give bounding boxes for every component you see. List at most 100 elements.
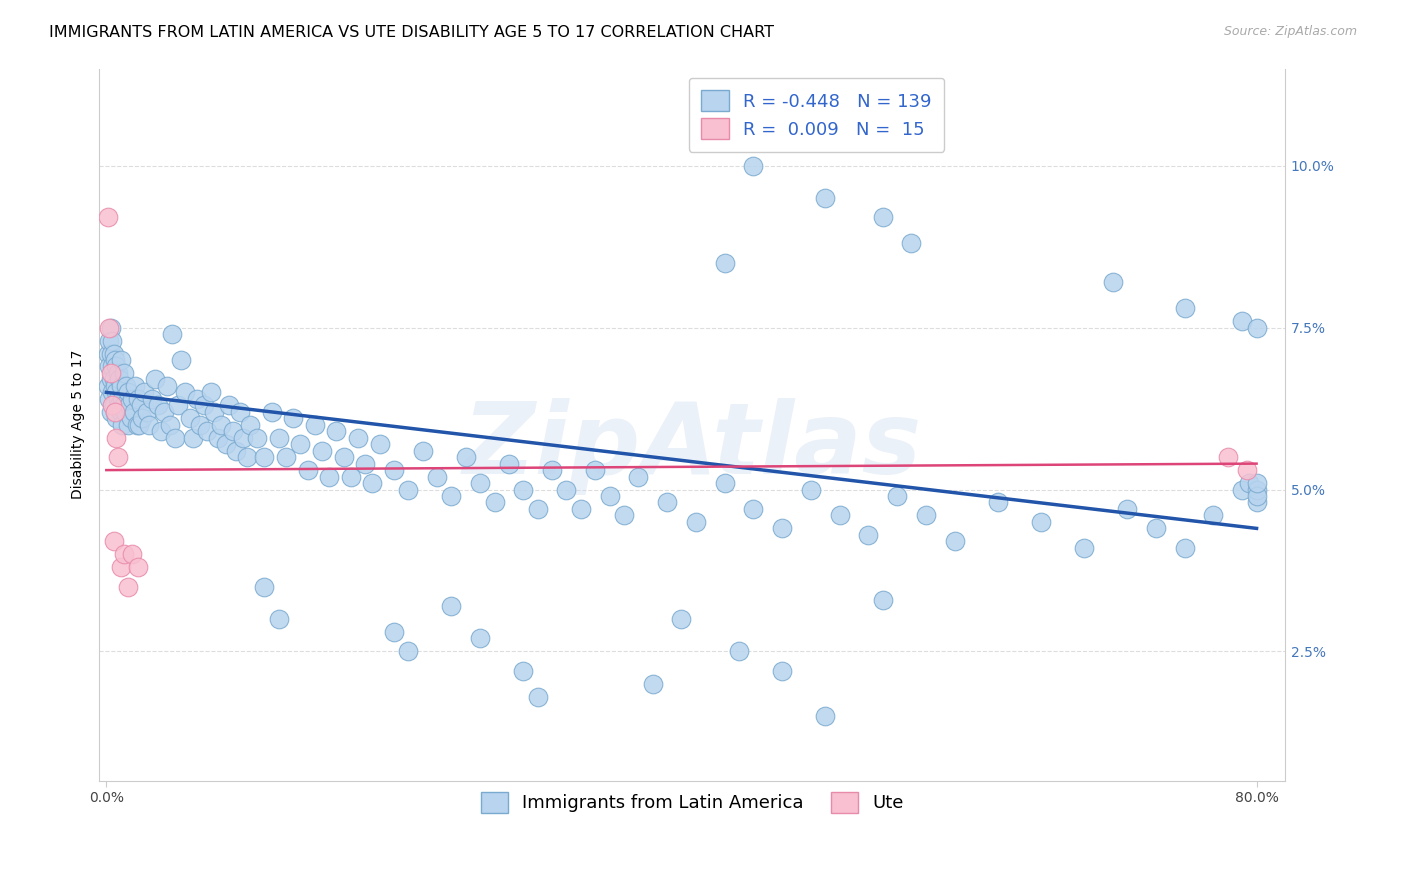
Point xyxy=(127,560,149,574)
Point xyxy=(103,372,125,386)
Point xyxy=(207,431,229,445)
Point xyxy=(915,508,938,523)
Point xyxy=(225,443,247,458)
Point xyxy=(97,346,120,360)
Point xyxy=(121,392,143,406)
Point xyxy=(1216,450,1239,464)
Point xyxy=(382,463,405,477)
Point xyxy=(412,443,434,458)
Point xyxy=(583,463,606,477)
Point xyxy=(770,664,793,678)
Point xyxy=(179,411,201,425)
Point xyxy=(246,431,269,445)
Point xyxy=(107,392,129,406)
Point xyxy=(311,443,333,458)
Point xyxy=(138,417,160,432)
Point xyxy=(103,534,125,549)
Point xyxy=(222,424,245,438)
Point xyxy=(454,450,477,464)
Point xyxy=(143,372,166,386)
Point xyxy=(202,405,225,419)
Point xyxy=(110,560,132,574)
Point xyxy=(131,411,153,425)
Point xyxy=(101,385,124,400)
Point xyxy=(162,327,184,342)
Legend: Immigrants from Latin America, Ute: Immigrants from Latin America, Ute xyxy=(468,780,917,825)
Point xyxy=(98,334,121,348)
Point xyxy=(149,424,172,438)
Point xyxy=(354,457,377,471)
Point xyxy=(613,508,636,523)
Point xyxy=(128,417,150,432)
Point xyxy=(260,405,283,419)
Point xyxy=(174,385,197,400)
Point xyxy=(100,372,122,386)
Point xyxy=(188,417,211,432)
Point xyxy=(253,450,276,464)
Point xyxy=(1246,476,1268,491)
Point xyxy=(368,437,391,451)
Point xyxy=(1230,314,1253,328)
Point xyxy=(108,372,131,386)
Point xyxy=(153,405,176,419)
Point xyxy=(325,424,347,438)
Point xyxy=(1239,476,1261,491)
Point xyxy=(103,346,125,360)
Point xyxy=(253,580,276,594)
Point xyxy=(105,411,128,425)
Point xyxy=(108,398,131,412)
Point xyxy=(117,580,139,594)
Point xyxy=(1174,541,1197,555)
Point xyxy=(97,379,120,393)
Point xyxy=(987,495,1010,509)
Y-axis label: Disability Age 5 to 17: Disability Age 5 to 17 xyxy=(72,350,86,500)
Point xyxy=(900,236,922,251)
Point xyxy=(170,353,193,368)
Point xyxy=(1230,483,1253,497)
Point xyxy=(146,398,169,412)
Point xyxy=(98,320,121,334)
Point xyxy=(104,379,127,393)
Point xyxy=(110,353,132,368)
Point xyxy=(283,411,305,425)
Point xyxy=(814,709,837,723)
Point xyxy=(304,417,326,432)
Point xyxy=(713,256,735,270)
Point xyxy=(770,521,793,535)
Point xyxy=(121,547,143,561)
Point xyxy=(132,385,155,400)
Point xyxy=(498,457,520,471)
Point xyxy=(103,398,125,412)
Point xyxy=(267,431,290,445)
Point xyxy=(396,644,419,658)
Point xyxy=(105,359,128,374)
Point xyxy=(1246,489,1268,503)
Point xyxy=(728,644,751,658)
Point xyxy=(129,398,152,412)
Text: Source: ZipAtlas.com: Source: ZipAtlas.com xyxy=(1223,25,1357,38)
Point xyxy=(195,424,218,438)
Point xyxy=(100,346,122,360)
Point xyxy=(382,625,405,640)
Point xyxy=(526,690,548,704)
Point xyxy=(426,469,449,483)
Point xyxy=(332,450,354,464)
Point xyxy=(858,528,880,542)
Point xyxy=(239,417,262,432)
Point xyxy=(347,431,370,445)
Point xyxy=(800,483,823,497)
Point xyxy=(470,632,492,646)
Point xyxy=(396,483,419,497)
Point xyxy=(267,612,290,626)
Point xyxy=(1116,502,1139,516)
Point xyxy=(181,431,204,445)
Point xyxy=(117,417,139,432)
Point xyxy=(742,159,765,173)
Point xyxy=(214,437,236,451)
Point xyxy=(872,211,894,225)
Point xyxy=(1246,483,1268,497)
Point xyxy=(111,392,134,406)
Point xyxy=(318,469,340,483)
Point xyxy=(105,385,128,400)
Point xyxy=(122,405,145,419)
